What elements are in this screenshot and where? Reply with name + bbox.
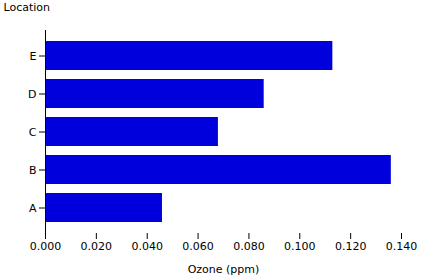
svg-text:A: A (29, 202, 37, 215)
svg-text:0.080: 0.080 (233, 240, 265, 253)
svg-text:0.140: 0.140 (386, 240, 418, 253)
svg-text:E: E (30, 50, 37, 63)
svg-text:0.060: 0.060 (182, 240, 214, 253)
svg-text:Ozone (ppm): Ozone (ppm) (188, 263, 260, 275)
svg-text:0.040: 0.040 (131, 240, 163, 253)
svg-text:0.100: 0.100 (284, 240, 316, 253)
svg-text:0.020: 0.020 (81, 240, 113, 253)
svg-text:Location: Location (4, 1, 51, 14)
svg-text:C: C (29, 126, 37, 139)
svg-text:0.000: 0.000 (30, 240, 62, 253)
svg-text:B: B (29, 164, 37, 177)
svg-text:0.120: 0.120 (335, 240, 367, 253)
svg-text:D: D (28, 88, 36, 101)
